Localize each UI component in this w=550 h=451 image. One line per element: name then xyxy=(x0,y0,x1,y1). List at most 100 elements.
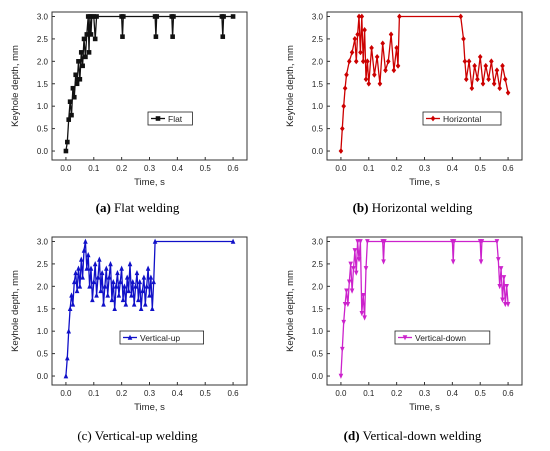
plot-frame xyxy=(51,11,248,161)
y-tick-label: 0.5 xyxy=(312,125,324,134)
x-tick-label: 0.3 xyxy=(144,389,156,398)
data-point xyxy=(478,259,484,265)
data-point xyxy=(381,259,386,265)
data-point xyxy=(108,261,113,267)
x-tick-label: 0.4 xyxy=(172,164,184,173)
x-tick-label: 0.1 xyxy=(363,389,375,398)
data-point xyxy=(500,62,505,69)
data-point xyxy=(92,36,98,42)
data-point xyxy=(94,292,99,298)
data-point xyxy=(363,76,369,83)
chart-panel-flat: 0.0 0.1 0.2 0.3 0.4 0.5 0.6 0.0 0.5 1.0 1.5 2.0 2.5 3… xyxy=(0,0,275,225)
data-point xyxy=(83,54,88,60)
data-point xyxy=(65,355,70,361)
x-tick-label: 0.6 xyxy=(228,389,240,398)
y-tick-label: 3.0 xyxy=(312,12,324,21)
data-point xyxy=(496,257,501,263)
x-tick-label: 0.0 xyxy=(335,389,347,398)
data-point xyxy=(220,34,226,39)
x-tick-label: 0.4 xyxy=(172,389,184,398)
y-tick-label: 2.5 xyxy=(37,35,49,44)
data-point xyxy=(81,36,87,42)
data-point xyxy=(483,62,489,69)
chart-panel-vertical-up: 0.0 0.1 0.2 0.3 0.4 0.5 0.6 0.0 0.5 1.0 1.5 2.0 2.5 3… xyxy=(0,225,275,451)
data-point xyxy=(136,296,141,303)
y-tick-label: 2.0 xyxy=(312,282,324,291)
series-markers xyxy=(338,239,511,379)
legend: Horizontal xyxy=(422,111,502,126)
data-point xyxy=(344,288,349,294)
data-point xyxy=(475,76,480,83)
data-point xyxy=(489,58,494,65)
data-point xyxy=(472,62,477,69)
data-point xyxy=(77,76,83,82)
y-tick-label: 1.5 xyxy=(312,305,324,314)
data-point xyxy=(124,274,130,280)
caption-vertical-up: (c) Vertical-up welding xyxy=(0,428,275,444)
series-line xyxy=(65,240,234,377)
data-point xyxy=(358,49,363,56)
y-tick-label: 1.0 xyxy=(37,327,49,336)
data-point xyxy=(80,274,85,280)
data-point xyxy=(143,301,148,307)
y-tick-label: 0.0 xyxy=(312,147,324,156)
x-tick-label: 0.1 xyxy=(88,389,100,398)
data-point xyxy=(63,148,69,154)
data-point xyxy=(385,58,391,65)
data-point xyxy=(170,34,175,39)
legend-label: Vertical-up xyxy=(140,333,180,343)
x-axis-label: Time, s xyxy=(134,402,165,413)
legend-label: Vertical-down xyxy=(415,333,466,343)
chart-horizontal: 0.0 0.1 0.2 0.3 0.4 0.5 0.6 0.0 0.5 1.0 1.5 2.0 2.5 3… xyxy=(285,11,523,188)
y-tick-label: 0.5 xyxy=(37,350,49,359)
series-line xyxy=(340,240,509,377)
data-point xyxy=(99,269,105,276)
data-point xyxy=(353,58,359,65)
y-tick-label: 0.0 xyxy=(312,372,324,381)
data-point xyxy=(138,305,144,312)
data-point xyxy=(127,261,133,267)
data-point xyxy=(451,239,457,245)
data-point xyxy=(154,14,160,19)
data-point xyxy=(360,293,366,299)
data-point xyxy=(70,301,76,307)
data-point xyxy=(363,266,369,272)
data-point xyxy=(106,274,112,280)
data-point xyxy=(120,296,126,303)
data-point xyxy=(91,14,97,19)
data-point xyxy=(383,67,388,74)
chart-vertical-down: 0.0 0.1 0.2 0.3 0.4 0.5 0.6 0.0 0.5 1.0 1.5 2.0 2.5 3… xyxy=(285,236,523,413)
data-point xyxy=(494,67,500,74)
data-point xyxy=(149,305,155,312)
data-point xyxy=(98,287,104,294)
data-point xyxy=(505,89,511,96)
data-point xyxy=(463,76,469,83)
data-point xyxy=(497,284,503,290)
data-point xyxy=(479,239,485,245)
x-axis-label: Time, s xyxy=(409,402,440,413)
data-point xyxy=(91,278,97,285)
y-axis-label: Keyhole depth, mm xyxy=(10,270,21,352)
y-tick-label: 3.0 xyxy=(37,12,49,21)
caption-tag: (a) xyxy=(95,200,111,215)
data-point xyxy=(155,116,161,121)
data-point xyxy=(397,13,402,20)
data-point xyxy=(340,346,345,353)
data-point xyxy=(94,14,99,19)
data-point xyxy=(67,305,73,312)
y-tick-label: 1.5 xyxy=(37,305,49,314)
data-point xyxy=(92,261,98,267)
data-point xyxy=(78,50,84,55)
x-tick-label: 0.0 xyxy=(60,389,72,398)
data-point xyxy=(137,278,143,285)
series-markers xyxy=(63,14,236,154)
chart-vertical-up: 0.0 0.1 0.2 0.3 0.4 0.5 0.6 0.0 0.5 1.0 1.5 2.0 2.5 3… xyxy=(10,236,248,413)
y-tick-label: 2.0 xyxy=(37,282,49,291)
data-point xyxy=(120,34,125,39)
data-point xyxy=(338,373,344,379)
data-point xyxy=(77,283,83,289)
y-tick-label: 1.0 xyxy=(312,102,324,111)
data-point xyxy=(341,319,347,326)
data-point xyxy=(388,31,394,38)
data-point xyxy=(402,335,408,341)
